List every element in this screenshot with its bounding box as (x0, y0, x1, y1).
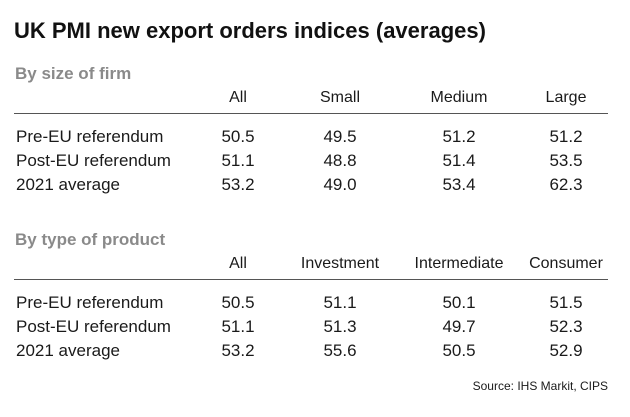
table-cell: 51.1 (221, 151, 255, 170)
row-label: 2021 average (16, 175, 120, 194)
column-header: All (229, 255, 247, 272)
table-cell: 51.5 (549, 293, 583, 312)
table-cell: 51.3 (323, 317, 357, 336)
column-header: Large (545, 89, 587, 106)
table-cell: 51.1 (323, 293, 357, 312)
table-cell: 48.8 (323, 151, 357, 170)
table-cell: 53.2 (221, 175, 255, 194)
row-label: Pre-EU referendum (16, 127, 164, 146)
table-cell: 53.5 (549, 151, 583, 170)
table-cell: 51.2 (442, 127, 476, 146)
table-divider (14, 279, 608, 280)
table-cell: 50.5 (442, 341, 476, 360)
table-cell: 53.4 (442, 175, 476, 194)
table-cell: 62.3 (549, 175, 583, 194)
chart-title: UK PMI new export orders indices (averag… (14, 18, 486, 43)
table-cell: 50.1 (442, 293, 476, 312)
column-header: Intermediate (414, 255, 504, 272)
column-header: All (229, 89, 247, 106)
table-cell: 49.5 (323, 127, 357, 146)
table-cell: 49.0 (323, 175, 357, 194)
row-label: Post-EU referendum (16, 151, 171, 170)
table-cell: 52.3 (549, 317, 583, 336)
table-cell: 49.7 (442, 317, 476, 336)
column-header: Small (319, 89, 361, 106)
table-divider (14, 113, 608, 114)
column-header: Consumer (529, 255, 603, 272)
source-note: Source: IHS Markit, CIPS (472, 379, 608, 393)
table-cell: 50.5 (221, 127, 255, 146)
column-header: Investment (300, 255, 380, 272)
table-cell: 55.6 (323, 341, 357, 360)
table-cell: 53.2 (221, 341, 255, 360)
table-cell: 51.1 (221, 317, 255, 336)
table-cell: 50.5 (221, 293, 255, 312)
section-title: By size of firm (15, 64, 132, 83)
column-header: Medium (430, 89, 488, 106)
table-cell: 51.4 (442, 151, 476, 170)
row-label: 2021 average (16, 341, 120, 360)
table-cell: 51.2 (549, 127, 583, 146)
section-title: By type of product (15, 230, 166, 249)
row-label: Post-EU referendum (16, 317, 171, 336)
table-cell: 52.9 (549, 341, 583, 360)
row-label: Pre-EU referendum (16, 293, 164, 312)
